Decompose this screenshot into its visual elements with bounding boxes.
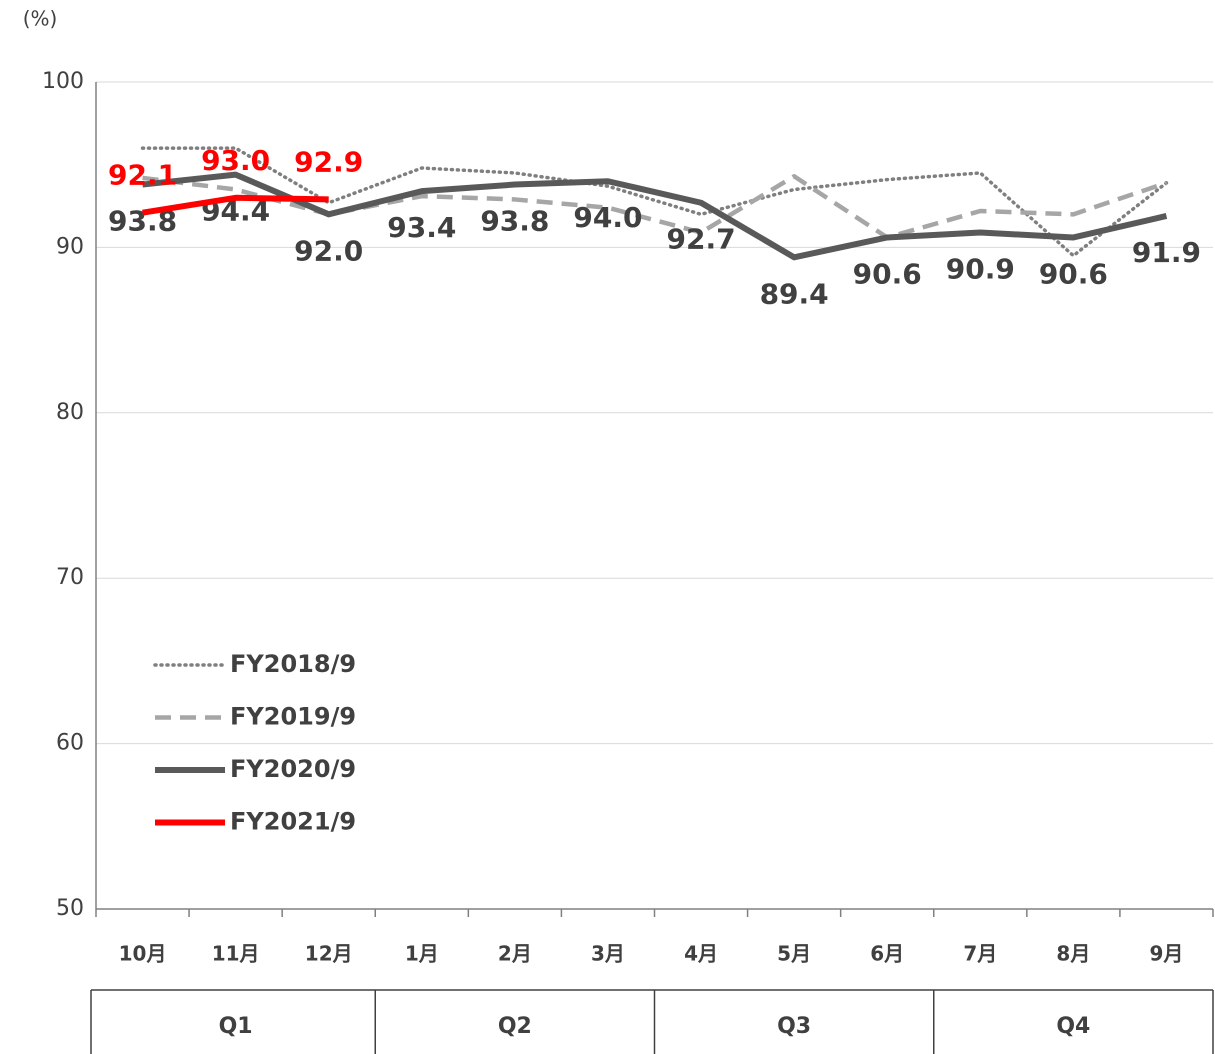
legend-label: FY2018/9 xyxy=(230,650,356,678)
y-tick-label: 60 xyxy=(56,731,84,756)
y-tick-label: 80 xyxy=(56,400,84,425)
data-label: 94.0 xyxy=(573,201,642,234)
data-label: 89.4 xyxy=(760,277,829,310)
data-label: 92.9 xyxy=(294,145,363,178)
y-axis-label: (%) xyxy=(23,7,58,31)
series-line xyxy=(142,174,1168,240)
data-label: 92.0 xyxy=(294,234,363,267)
series-line xyxy=(142,171,1168,261)
x-tick-label: 10月 xyxy=(119,942,167,966)
x-tick-label: 6月 xyxy=(870,942,904,966)
quarter-label: Q1 xyxy=(219,1014,253,1039)
x-tick-label: 9月 xyxy=(1149,942,1183,966)
y-tick-label: 50 xyxy=(56,896,84,921)
data-label: 90.9 xyxy=(946,253,1015,286)
y-tick-label: 100 xyxy=(42,69,84,94)
data-label: 92.1 xyxy=(108,159,177,192)
y-tick-label: 90 xyxy=(56,234,84,259)
series-line xyxy=(142,194,329,216)
data-label: 91.9 xyxy=(1132,236,1201,269)
x-tick-label: 11月 xyxy=(212,942,260,966)
legend-label: FY2021/9 xyxy=(230,808,356,836)
series-line xyxy=(140,146,1169,258)
legend-label: FY2019/9 xyxy=(230,703,356,731)
legend-label: FY2020/9 xyxy=(230,755,356,783)
x-tick-label: 5月 xyxy=(777,942,811,966)
x-tick-label: 1月 xyxy=(405,942,439,966)
quarter-label: Q2 xyxy=(498,1014,532,1039)
quarter-label: Q4 xyxy=(1056,1014,1090,1039)
data-label: 92.7 xyxy=(666,223,735,256)
data-label: 90.6 xyxy=(1039,257,1108,290)
data-label: 93.8 xyxy=(480,205,549,238)
y-tick-label: 70 xyxy=(56,565,84,590)
data-label: 93.0 xyxy=(201,144,270,177)
data-label: 90.6 xyxy=(853,257,922,290)
x-tick-label: 4月 xyxy=(684,942,718,966)
x-tick-label: 3月 xyxy=(591,942,625,966)
x-tick-label: 12月 xyxy=(305,942,353,966)
x-tick-label: 7月 xyxy=(963,942,997,966)
quarter-label: Q3 xyxy=(777,1014,811,1039)
data-label: 93.4 xyxy=(387,211,456,244)
x-tick-label: 2月 xyxy=(498,942,532,966)
x-tick-label: 8月 xyxy=(1056,942,1090,966)
